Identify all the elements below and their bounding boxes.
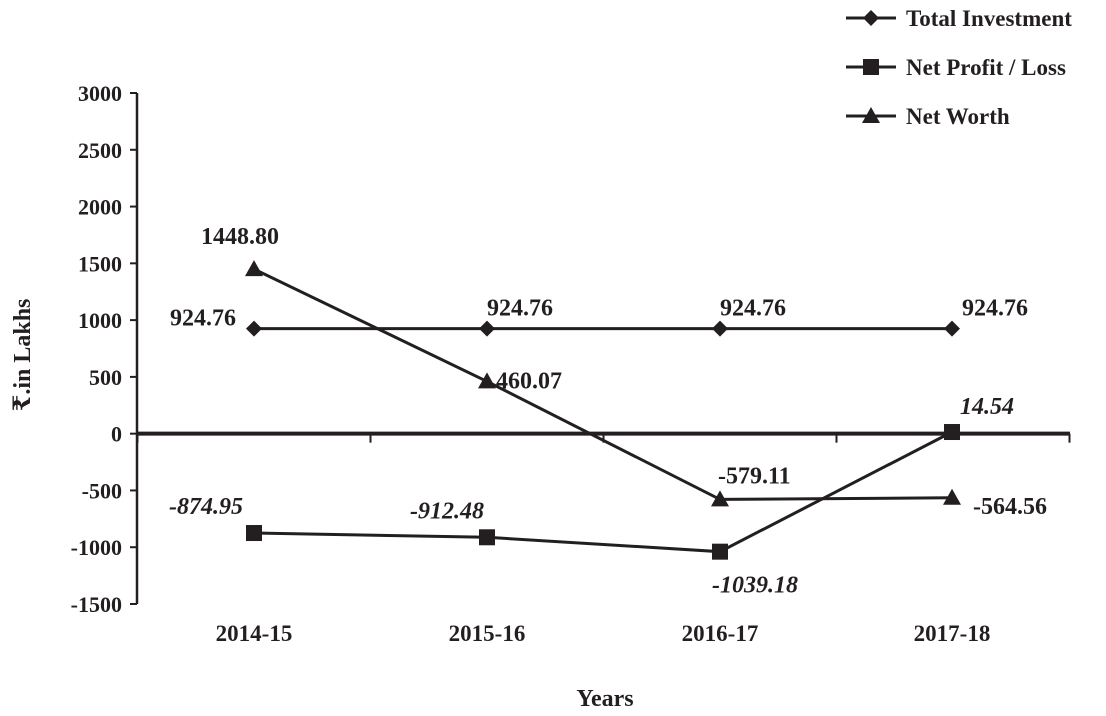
net-worth-point	[245, 260, 263, 277]
y-tick-label: -1500	[71, 592, 122, 617]
series-layer	[245, 260, 961, 560]
net-profit-loss-point	[944, 424, 960, 441]
x-category-label: 2016-17	[682, 621, 759, 646]
net-worth-line	[253, 267, 953, 501]
y-tick-label: -1000	[71, 535, 122, 560]
y-tick-label: 0	[111, 422, 122, 447]
net-profit-loss-data-label: 14.54	[960, 394, 1014, 420]
net-profit-loss-data-label: -912.48	[410, 498, 484, 524]
y-tick-label: 500	[89, 365, 122, 390]
x-axis: 2014-15 2015-16 2016-17 2017-18	[136, 431, 1071, 646]
net-profit-loss-data-label: -874.95	[169, 494, 243, 520]
data-labels: 924.76 924.76 924.76 924.76 -874.95 -912.48 -1…	[169, 224, 1047, 599]
net-worth-point	[478, 372, 496, 389]
net-worth-point	[711, 490, 729, 507]
net-profit-loss-point	[246, 525, 262, 542]
net-profit-loss-line	[253, 430, 953, 554]
x-axis-title: Years	[576, 686, 633, 712]
total-investment-point	[246, 320, 262, 337]
total-investment-data-label: 924.76	[720, 296, 786, 322]
total-investment-data-label: 924.76	[962, 296, 1028, 322]
y-tick-label: 3000	[78, 81, 122, 106]
total-investment-point	[944, 320, 960, 337]
total-investment-data-label: 924.76	[170, 306, 236, 332]
net-worth-data-label: 460.07	[496, 368, 562, 394]
net-profit-loss-point	[712, 543, 728, 560]
y-tick-label: 2000	[78, 195, 122, 220]
y-tick-label: -500	[82, 478, 122, 503]
y-axis: 3000 2500 2000 1500 1000 500 0 -500 -1000 -1500	[71, 81, 139, 617]
y-axis-title: ₹.in Lakhs	[10, 299, 36, 412]
legend-marker-net-profit-loss	[863, 59, 879, 75]
total-investment-point	[479, 320, 495, 337]
x-category-label: 2015-16	[449, 621, 526, 646]
net-profit-loss-data-label: -1039.18	[712, 573, 798, 599]
legend-label-total-investment: Total Investment	[906, 6, 1072, 31]
legend-marker-net-worth	[862, 107, 880, 123]
legend-label-net-profit-loss: Net Profit / Loss	[906, 55, 1066, 80]
net-worth-data-label: 1448.80	[201, 224, 279, 250]
y-tick-label: 1500	[78, 251, 122, 276]
net-worth-data-label: -579.11	[718, 463, 791, 489]
legend-label-net-worth: Net Worth	[906, 104, 1010, 129]
x-category-label: 2014-15	[216, 621, 293, 646]
total-investment-point	[712, 320, 728, 337]
net-profit-loss-point	[479, 529, 495, 546]
legend: Total Investment Net Profit / Loss Net Wor…	[846, 6, 1072, 129]
y-tick-label: 1000	[78, 308, 122, 333]
legend-marker-total-investment	[863, 10, 879, 26]
net-worth-data-label: -564.56	[973, 494, 1047, 520]
total-investment-data-label: 924.76	[487, 296, 553, 322]
y-tick-label: 2500	[78, 138, 122, 163]
net-worth-point	[943, 488, 961, 505]
x-category-label: 2017-18	[914, 621, 991, 646]
